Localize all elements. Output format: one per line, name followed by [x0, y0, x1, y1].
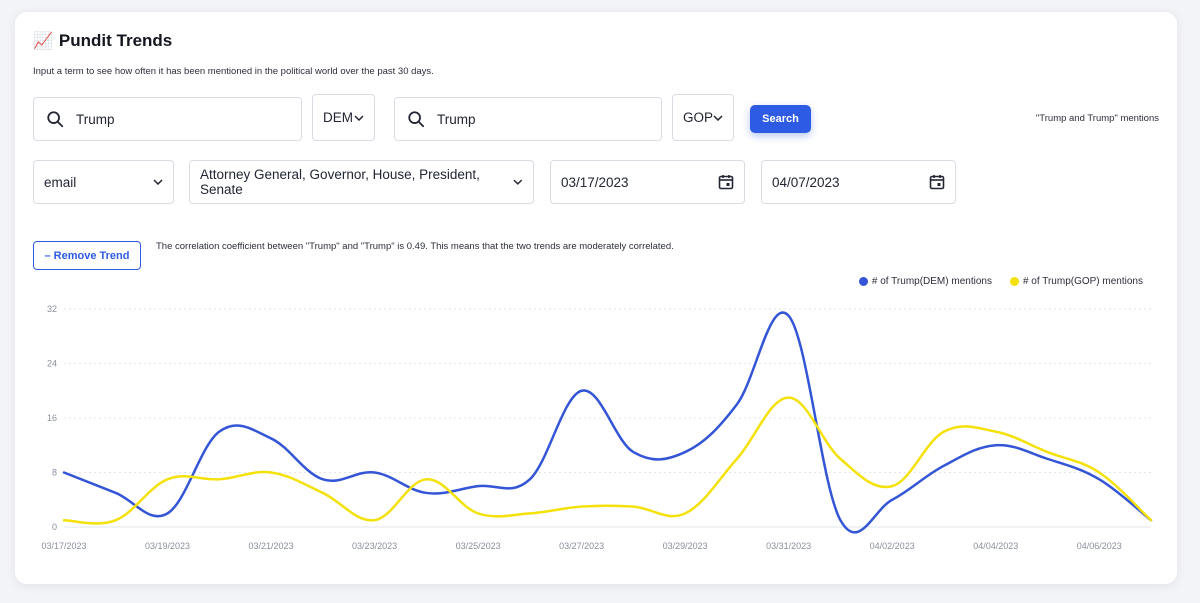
- search-button[interactable]: Search: [750, 105, 811, 133]
- y-tick-label: 16: [47, 413, 57, 423]
- remove-trend-button[interactable]: – Remove Trend: [33, 241, 141, 270]
- x-tick-label: 03/19/2023: [145, 541, 190, 551]
- y-tick-label: 24: [47, 359, 57, 369]
- search-icon: [408, 111, 425, 128]
- x-tick-label: 03/25/2023: [456, 541, 501, 551]
- start-date-value: 03/17/2023: [561, 174, 629, 190]
- title-text: Pundit Trends: [58, 31, 173, 50]
- legend-item-gop[interactable]: # of Trump(GOP) mentions: [1009, 276, 1143, 287]
- chevron-down-icon: [153, 179, 163, 185]
- chart-emoji-icon: 📈: [33, 33, 53, 50]
- x-tick-label: 03/23/2023: [352, 541, 397, 551]
- mentions-label: "Trump and Trump" mentions: [1035, 113, 1159, 124]
- trend-line-chart: 0 8 16 24 32 03/17/2023 03/19/2023 03/21/2023 03…: [41, 304, 1153, 551]
- term1-search-input[interactable]: Trump: [33, 97, 302, 141]
- x-tick-label: 03/17/2023: [41, 541, 86, 551]
- legend-dem-label: # of Trump(DEM) mentions: [871, 276, 992, 287]
- legend-gop-dot: [1009, 277, 1019, 286]
- chevron-down-icon: [513, 179, 523, 185]
- page-subtitle: Input a term to see how often it has bee…: [33, 66, 434, 77]
- offices-select[interactable]: Attorney General, Governor, House, Presi…: [189, 160, 534, 204]
- x-tick-label: 03/21/2023: [249, 541, 294, 551]
- search-icon: [47, 111, 64, 128]
- term2-party-value: GOP: [683, 110, 714, 125]
- term1-party-select[interactable]: DEM: [312, 94, 375, 141]
- calendar-icon[interactable]: [718, 174, 734, 190]
- correlation-text: The correlation coefficient between "Tru…: [156, 241, 674, 252]
- x-tick-label: 04/06/2023: [1077, 541, 1122, 551]
- term2-search-input[interactable]: Trump: [394, 97, 662, 141]
- term1-value: Trump: [76, 111, 115, 127]
- legend-dem-dot: [858, 277, 868, 286]
- y-tick-label: 32: [47, 304, 57, 314]
- y-tick-label: 8: [52, 468, 57, 478]
- x-tick-label: 03/27/2023: [559, 541, 604, 551]
- chart-legend: # of Trump(DEM) mentions # of Trump(GOP)…: [858, 276, 1143, 287]
- x-tick-label: 04/02/2023: [870, 541, 915, 551]
- end-date-value: 04/07/2023: [772, 174, 840, 190]
- source-select[interactable]: email: [33, 160, 174, 204]
- end-date-input[interactable]: 04/07/2023: [761, 160, 956, 204]
- chevron-down-icon: [713, 114, 723, 121]
- source-value: email: [44, 174, 77, 190]
- calendar-icon[interactable]: [929, 174, 945, 190]
- y-tick-label: 0: [52, 522, 57, 532]
- x-tick-label: 04/04/2023: [973, 541, 1018, 551]
- x-tick-label: 03/31/2023: [766, 541, 811, 551]
- term2-party-select[interactable]: GOP: [672, 94, 734, 141]
- x-tick-label: 03/29/2023: [663, 541, 708, 551]
- offices-value: Attorney General, Governor, House, Presi…: [200, 167, 480, 197]
- term2-value: Trump: [437, 111, 476, 127]
- pundit-trends-card: 📈 Pundit Trends Input a term to see how …: [15, 12, 1177, 584]
- page-title: 📈 Pundit Trends: [33, 31, 172, 51]
- dem-series-line: [62, 311, 1153, 534]
- legend-gop-label: # of Trump(GOP) mentions: [1022, 276, 1143, 287]
- gop-series-line: [62, 396, 1153, 525]
- legend-item-dem[interactable]: # of Trump(DEM) mentions: [858, 276, 992, 287]
- start-date-input[interactable]: 03/17/2023: [550, 160, 745, 204]
- chevron-down-icon: [354, 114, 364, 121]
- term1-party-value: DEM: [323, 110, 353, 125]
